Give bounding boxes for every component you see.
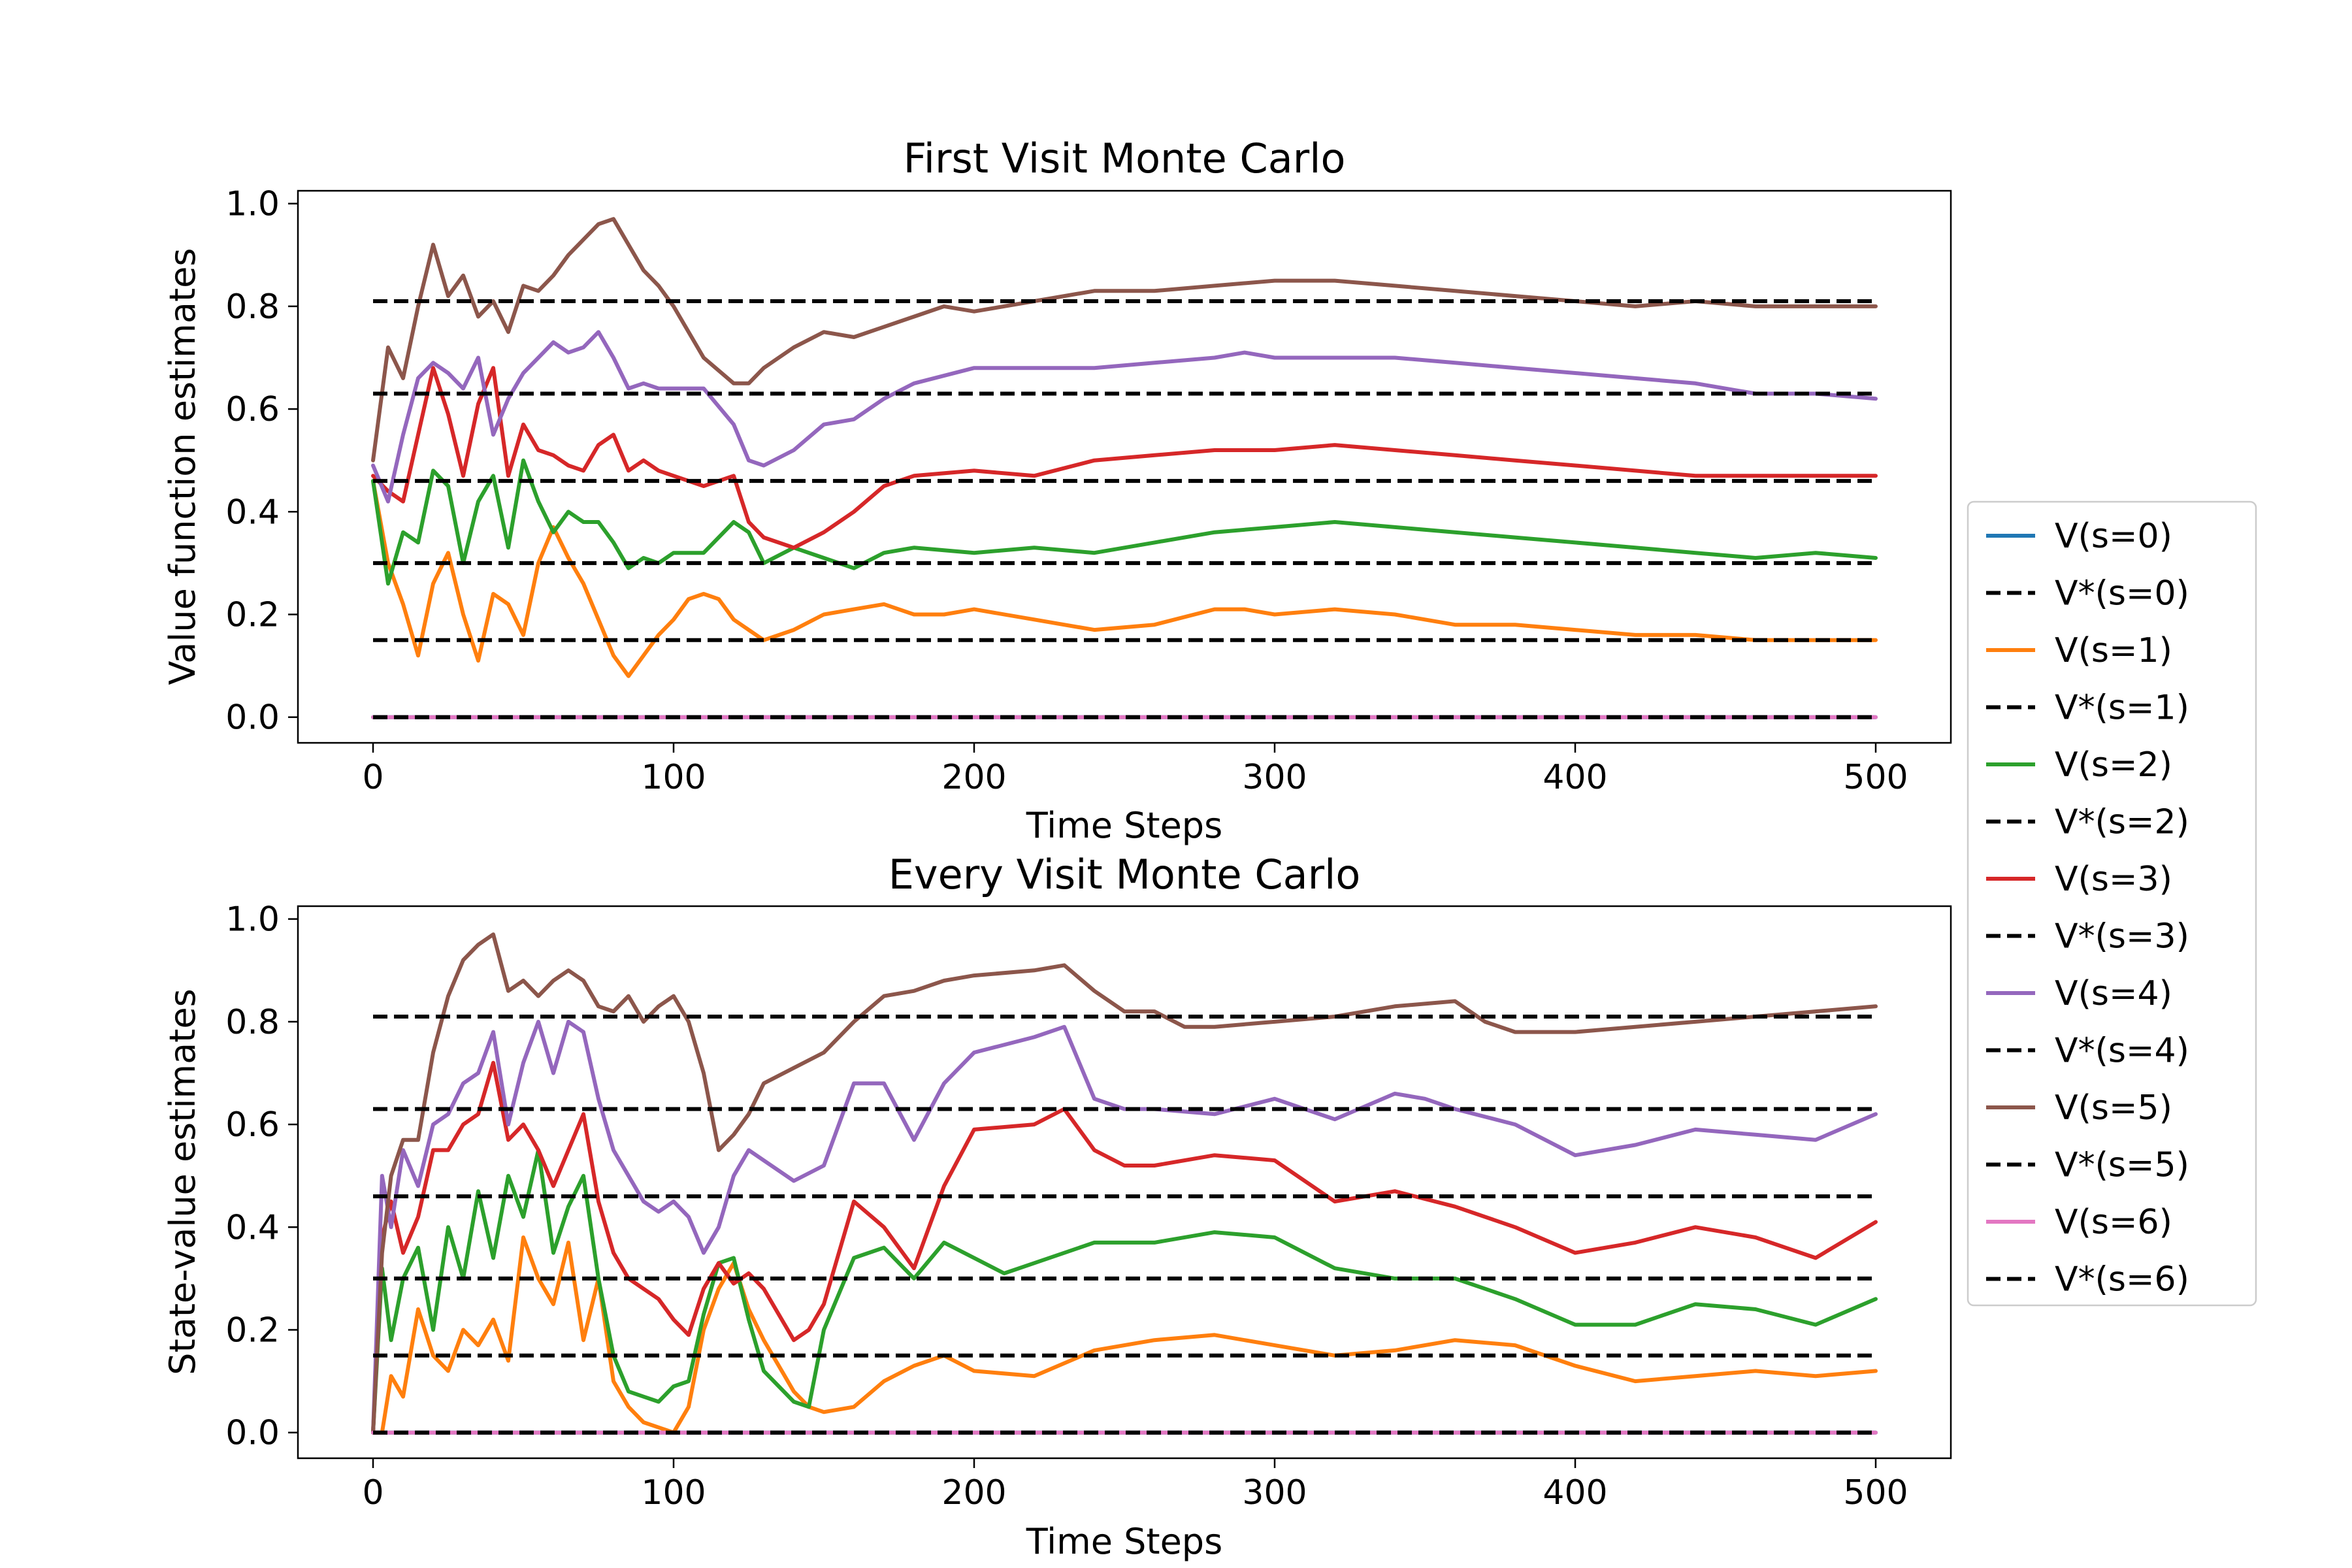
y-tick-label: 0.6 bbox=[225, 390, 280, 429]
legend: V(s=0) V*(s=0) V(s=1) V*(s=1) V(s=2) V*(s=2) V… bbox=[1967, 500, 2257, 1307]
x-tick-label: 500 bbox=[1843, 1473, 1908, 1512]
series-line-1 bbox=[371, 479, 1878, 678]
legend-label-4: V(s=2) bbox=[2055, 745, 2172, 785]
axes-frame bbox=[297, 905, 1952, 1460]
x-tick-label: 100 bbox=[641, 758, 706, 797]
legend-label-0: V(s=0) bbox=[2055, 517, 2172, 556]
x-tick-label: 300 bbox=[1242, 758, 1307, 797]
y-tick-label: 1.0 bbox=[225, 185, 280, 224]
y-tick-label: 0.4 bbox=[225, 1208, 280, 1247]
legend-label-12: V(s=6) bbox=[2055, 1203, 2172, 1242]
legend-label-5: V*(s=2) bbox=[2055, 803, 2189, 842]
legend-label-13: V*(s=6) bbox=[2055, 1260, 2189, 1299]
y-axis-label: State-value estimates bbox=[162, 988, 203, 1375]
legend-label-3: V*(s=1) bbox=[2055, 689, 2189, 728]
y-tick-label: 0.0 bbox=[225, 698, 280, 738]
plot-area bbox=[371, 217, 1878, 719]
y-tick-label: 0.4 bbox=[225, 493, 280, 532]
series-line-4 bbox=[371, 1019, 1878, 1435]
subplot-every-visit: Every Visit Monte Carlo 0 100 200 300 400 500… bbox=[162, 851, 1952, 1562]
subplot-first-visit: First Visit Monte Carlo 0 100 200 300 400 500… bbox=[162, 135, 1952, 846]
legend-label-1: V*(s=0) bbox=[2055, 574, 2189, 613]
x-axis-label: Time Steps bbox=[1026, 805, 1222, 846]
legend-label-10: V(s=5) bbox=[2055, 1088, 2172, 1128]
y-axis-label: Value function estimates bbox=[162, 248, 203, 685]
series-line-2 bbox=[371, 1148, 1878, 1435]
legend-label-7: V*(s=3) bbox=[2055, 917, 2189, 956]
x-tick-label: 100 bbox=[641, 1473, 706, 1512]
y-axis-ticks: 0.0 0.2 0.4 0.6 0.8 1.0 bbox=[225, 185, 298, 738]
x-tick-label: 0 bbox=[362, 758, 384, 797]
x-tick-label: 200 bbox=[941, 1473, 1006, 1512]
axes-frame bbox=[297, 189, 1952, 744]
series-line-2 bbox=[371, 458, 1878, 586]
subplot-title: First Visit Monte Carlo bbox=[904, 135, 1346, 182]
legend-label-11: V*(s=5) bbox=[2055, 1146, 2189, 1185]
series-line-5 bbox=[371, 217, 1878, 463]
x-tick-label: 400 bbox=[1543, 1473, 1607, 1512]
y-tick-label: 1.0 bbox=[225, 900, 280, 939]
x-tick-label: 200 bbox=[941, 758, 1006, 797]
x-axis-ticks: 0 100 200 300 400 500 bbox=[362, 1458, 1908, 1512]
x-axis-label: Time Steps bbox=[1026, 1521, 1222, 1562]
y-tick-label: 0.8 bbox=[225, 287, 280, 327]
y-tick-label: 0.2 bbox=[225, 1311, 280, 1350]
x-tick-label: 300 bbox=[1242, 1473, 1307, 1512]
plot-area bbox=[371, 932, 1878, 1435]
legend-label-8: V(s=4) bbox=[2055, 974, 2172, 1013]
legend-box bbox=[1967, 500, 2257, 1307]
y-tick-label: 0.8 bbox=[225, 1003, 280, 1042]
y-tick-label: 0.6 bbox=[225, 1105, 280, 1145]
series-line-5 bbox=[371, 932, 1878, 1435]
subplot-title: Every Visit Monte Carlo bbox=[889, 851, 1361, 898]
y-axis-ticks: 0.0 0.2 0.4 0.6 0.8 1.0 bbox=[225, 900, 298, 1453]
series-line-3 bbox=[371, 1060, 1878, 1435]
series-line-4 bbox=[371, 330, 1878, 504]
x-tick-label: 0 bbox=[362, 1473, 384, 1512]
legend-label-2: V(s=1) bbox=[2055, 631, 2172, 670]
legend-label-6: V(s=3) bbox=[2055, 860, 2172, 899]
y-tick-label: 0.0 bbox=[225, 1414, 280, 1453]
legend-label-9: V*(s=4) bbox=[2055, 1032, 2189, 1071]
x-tick-label: 500 bbox=[1843, 758, 1908, 797]
series-line-3 bbox=[371, 366, 1878, 550]
y-tick-label: 0.2 bbox=[225, 595, 280, 634]
x-tick-label: 400 bbox=[1543, 758, 1607, 797]
legend-items: V(s=0) V*(s=0) V(s=1) V*(s=1) V(s=2) V*(s=2) V… bbox=[1986, 517, 2189, 1299]
x-axis-ticks: 0 100 200 300 400 500 bbox=[362, 743, 1908, 797]
